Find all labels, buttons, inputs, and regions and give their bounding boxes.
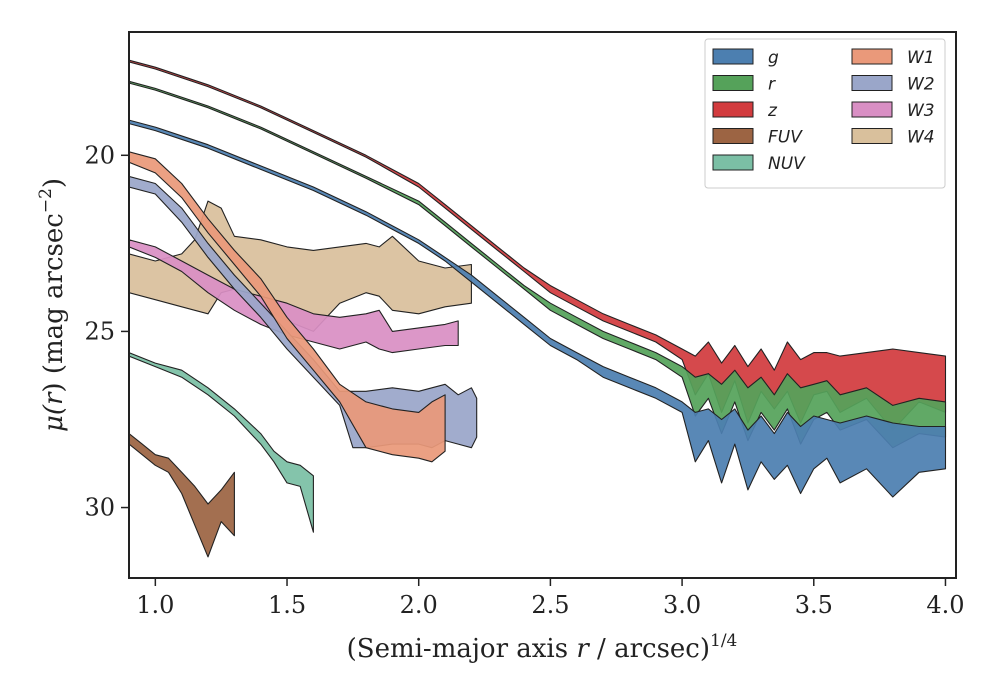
legend-swatch-w1 [851, 48, 893, 65]
legend-swatch-nuv [712, 154, 754, 171]
legend-swatch-w3 [851, 101, 893, 118]
y-tick-label: 25 [84, 317, 115, 345]
x-tick-label: 4.0 [926, 591, 964, 619]
legend-label-nuv: NUV [768, 154, 806, 174]
legend-label-w3: W3 [907, 101, 935, 121]
legend-label-fuv: FUV [768, 128, 803, 148]
legend-label-g: g [768, 48, 779, 68]
legend-swatch-z [712, 101, 754, 118]
x-tick-label: 1.0 [136, 591, 174, 619]
x-tick-label: 1.5 [268, 591, 306, 619]
area-series-w1 [129, 151, 446, 463]
area-series-nuv [129, 352, 314, 533]
y-axis-label: μ(r) (mag arcsec−2) [36, 178, 69, 432]
x-tick-label: 3.0 [663, 591, 701, 619]
series-areas [129, 59, 947, 558]
y-axis-ticks: 20 25 30 [84, 141, 129, 522]
legend-swatch-w2 [851, 75, 893, 91]
legend-swatch-fuv [712, 128, 754, 144]
legend-label-r: r [768, 75, 776, 95]
x-tick-label: 2.5 [531, 591, 569, 619]
x-tick-label: 2.0 [400, 591, 438, 619]
legend-label-z: z [767, 101, 778, 121]
legend-swatch-w4 [851, 128, 893, 144]
y-tick-label: 20 [84, 141, 115, 169]
plot-frame [128, 31, 957, 579]
legend-label-w1: W1 [907, 48, 935, 68]
legend-swatch-r [712, 75, 754, 91]
x-tick-label: 3.5 [795, 591, 833, 619]
legend-swatch-g [712, 48, 754, 65]
x-axis-ticks: 1.0 1.5 2.0 2.5 3.0 3.5 4.0 [136, 578, 965, 619]
legend: grz FUV NUV W1 W2 W3 W4 [704, 38, 946, 189]
y-tick-label: 30 [84, 494, 115, 522]
legend-label-w4: W4 [907, 128, 935, 148]
area-series-g [129, 119, 947, 498]
x-axis-label: (Semi-major axis r / arcsec)1/4 [347, 631, 738, 664]
area-series-fuv [129, 433, 235, 558]
legend-label-w2: W2 [907, 75, 935, 95]
